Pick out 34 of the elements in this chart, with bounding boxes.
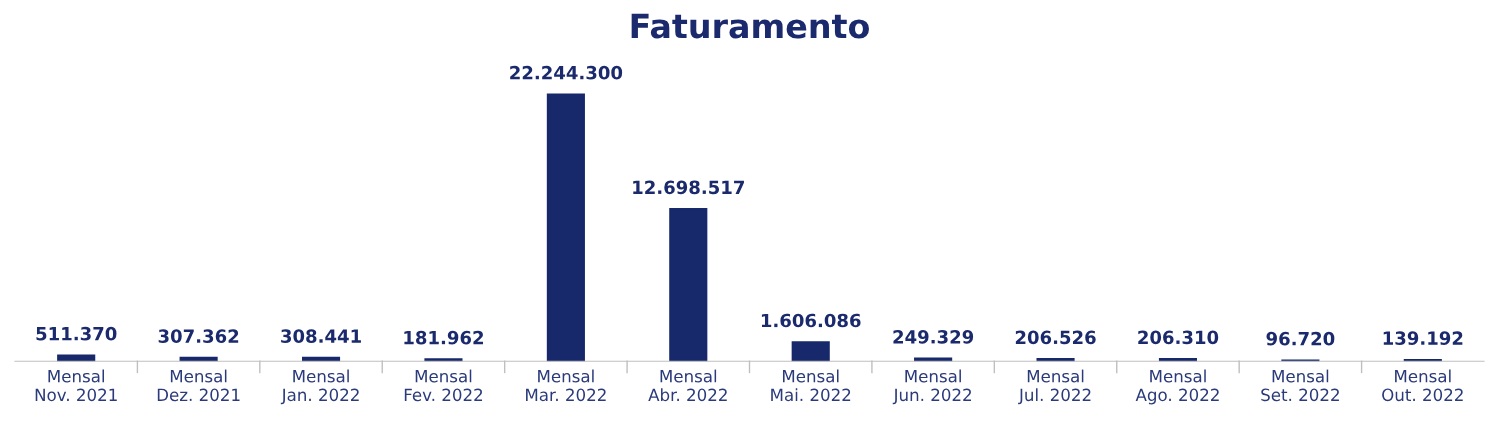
data-label: 181.962	[404, 330, 484, 345]
bar	[1158, 358, 1198, 362]
data-label: 307.362	[158, 329, 239, 343]
data-label: 96.720	[1266, 331, 1335, 346]
x-tick-label: Mensal Jan. 2022	[280, 369, 359, 405]
x-tick-label: Mensal Set. 2022	[1261, 369, 1339, 402]
x-tick-label: Mensal Nov. 2021	[35, 369, 117, 402]
x-tick-label: Mensal Mar. 2022	[526, 369, 606, 402]
x-tick-label: Mensal Dez. 2021	[157, 369, 240, 402]
data-label: 308.441	[281, 329, 361, 343]
x-tick-label: Mensal Out. 2022	[1382, 369, 1463, 402]
x-tick-label: Mensal Mai. 2022	[771, 369, 851, 402]
bar	[179, 356, 218, 362]
data-label: 206.526	[1015, 330, 1096, 345]
x-tick-label: Mensal Ago. 2022	[1135, 369, 1219, 405]
bar	[1036, 358, 1075, 362]
x-tick-label: Mensal Jun. 2022	[892, 369, 971, 405]
data-label: 139.192	[1383, 331, 1463, 345]
x-tick-label: Mensal Fev. 2022	[404, 369, 483, 402]
data-label: 249.329	[893, 329, 974, 344]
bar	[669, 208, 708, 362]
bar	[57, 354, 96, 362]
bar	[301, 356, 341, 362]
bar	[424, 358, 463, 362]
x-tick-label: Mensal Abr. 2022	[648, 369, 727, 402]
chart-title: Faturamento	[631, 13, 869, 39]
bar	[546, 93, 585, 362]
data-label: 511.370	[36, 326, 117, 341]
bar	[791, 341, 830, 362]
data-label: 12.698.517	[633, 180, 744, 195]
data-label: 1.606.086	[761, 313, 861, 328]
data-label: 22.244.300	[510, 65, 623, 80]
x-tick-label: Mensal Jul. 2022	[1018, 369, 1091, 405]
data-label: 206.310	[1138, 330, 1219, 345]
